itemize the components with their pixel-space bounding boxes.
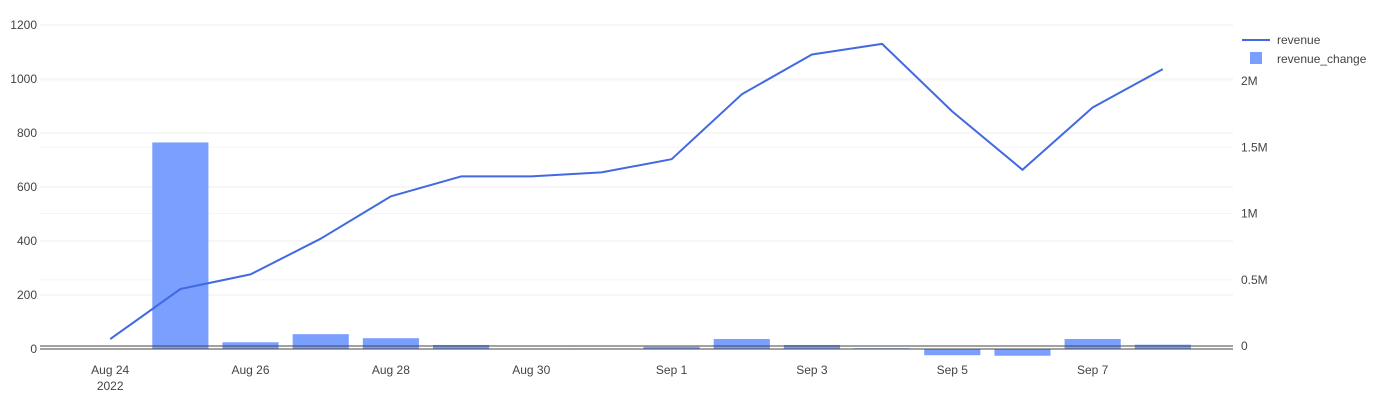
left-tick-label: 1200 [10,18,37,32]
left-tick-label: 1000 [10,72,37,86]
line-revenue[interactable] [109,42,1164,340]
bar-revenue-change[interactable] [713,339,770,349]
x-tick-label: Aug 26 [232,363,270,377]
x-tick-label: Aug 30 [512,363,550,377]
x-tick-label: Sep 1 [656,363,688,377]
bar-revenue-change[interactable] [292,334,349,349]
right-axis-ticks: 0 0.5M 1M 1.5M 2M [1241,74,1268,353]
left-tick-label: 200 [17,288,37,302]
right-tick-label: 0 [1241,339,1248,353]
zero-lines [40,345,1233,350]
x-axis-ticks: Aug 24 2022 Aug 26 Aug 28 Aug 30 Sep 1 Sep 3 Se… [91,363,1108,393]
bar-revenue-change[interactable] [152,142,209,349]
right-tick-label: 1.5M [1241,140,1268,154]
gridlines [40,24,1233,296]
left-axis-ticks: 0 200 400 600 800 1000 1200 [10,18,37,356]
legend-bar-swatch [1250,52,1262,64]
right-tick-label: 1M [1241,207,1258,221]
x-tick-label: Sep 3 [796,363,828,377]
left-tick-label: 400 [17,234,37,248]
bar-revenue-change[interactable] [1134,344,1191,349]
bar-revenue-change[interactable] [362,338,419,349]
bar-revenue-change[interactable] [994,349,1051,356]
revenue-line-layer [109,42,1164,340]
legend-label-revenue: revenue [1277,33,1321,47]
legend-item-revenue[interactable]: revenue [1242,33,1321,47]
bar-revenue-change[interactable] [1064,339,1121,349]
legend: revenue revenue_change [1242,33,1367,66]
x-tick-label: Sep 5 [937,363,969,377]
bar-revenue-change[interactable] [924,349,981,356]
right-tick-label: 2M [1241,74,1258,88]
legend-item-revenue-change[interactable]: revenue_change [1250,52,1367,66]
bar-revenue-change[interactable] [783,344,841,349]
bar-revenue-change[interactable] [643,346,700,349]
left-tick-label: 800 [17,126,37,140]
right-tick-label: 0.5M [1241,273,1268,287]
left-tick-label: 0 [30,342,37,356]
x-tick-year-label: 2022 [97,379,124,393]
bar-revenue-change[interactable] [432,344,490,349]
left-tick-label: 600 [17,180,37,194]
legend-label-revenue-change: revenue_change [1277,52,1367,66]
x-tick-label: Aug 28 [372,363,410,377]
x-tick-label: Sep 7 [1077,363,1109,377]
revenue-change-bars [152,142,1191,356]
x-tick-label: Aug 24 [91,363,129,377]
